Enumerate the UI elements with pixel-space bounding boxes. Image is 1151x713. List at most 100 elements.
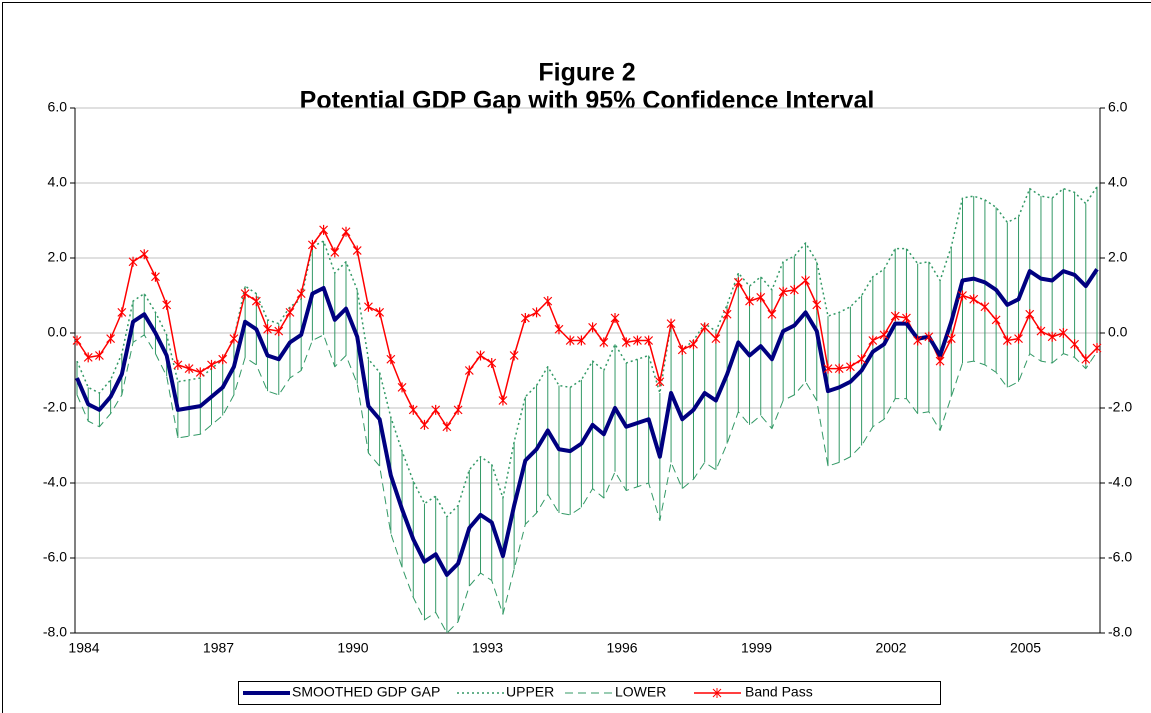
marker [890,311,900,322]
marker [812,299,822,310]
marker [195,367,205,378]
marker [476,350,485,361]
marker [520,313,530,323]
marker [341,226,351,237]
legend-box [238,681,941,705]
marker [207,359,216,370]
marker [94,350,104,361]
legend-label: UPPER [506,684,554,700]
marker [229,333,239,344]
y2-tick-label: 2.0 [1108,249,1128,265]
marker [700,322,710,333]
marker [913,335,923,346]
marker [935,356,945,367]
marker [319,224,329,235]
marker [857,354,867,365]
marker [610,313,620,323]
marker [745,296,754,307]
marker [722,309,732,320]
marker [958,290,967,301]
marker [902,313,911,323]
marker [554,324,564,335]
marker [151,271,160,282]
chart-title: Figure 2 [538,59,635,87]
marker [106,333,116,344]
marker [1070,339,1080,350]
marker [117,307,127,318]
marker [263,324,272,335]
marker [1036,326,1046,337]
marker [330,247,340,258]
x-tick-label: 1990 [337,640,368,656]
marker [487,358,497,368]
marker [397,382,407,393]
marker [251,296,261,307]
marker [621,337,631,348]
marker [296,288,306,299]
y2-tick-label: -6.0 [1108,549,1132,565]
marker [184,363,194,374]
marker [834,363,844,374]
y2-tick-label: -2.0 [1108,399,1132,415]
marker [509,350,519,361]
marker [431,404,441,415]
marker [946,333,956,344]
series-line [76,334,1098,634]
marker [128,256,138,267]
marker [756,292,766,303]
y-tick-label: -2.0 [43,399,67,415]
marker [72,335,82,346]
x-tick-label: 1984 [68,640,99,656]
y2-tick-label: -8.0 [1108,624,1132,640]
marker [240,288,250,299]
marker [352,245,362,256]
legend-label: LOWER [615,684,666,700]
series-line [76,229,1098,428]
marker [498,395,508,406]
marker [711,333,721,344]
marker [162,299,172,310]
y-tick-label: -6.0 [43,549,67,565]
marker [543,296,553,307]
x-tick-label: 1993 [472,640,503,656]
marker [666,318,676,329]
marker [1058,328,1068,338]
x-tick-label: 1996 [606,640,637,656]
y2-tick-label: -4.0 [1108,474,1132,490]
marker [408,404,418,415]
marker [767,309,777,320]
marker [1092,343,1102,353]
x-tick-label: 2005 [1010,640,1041,656]
marker [83,352,93,363]
marker [778,286,788,297]
y2-tick-label: 4.0 [1108,174,1128,190]
legend-label: SMOOTHED GDP GAP [292,684,440,700]
marker [689,339,698,350]
marker [576,335,586,346]
marker [924,331,934,342]
y-tick-label: -8.0 [43,624,67,640]
marker [879,329,889,340]
legend-marker [712,688,722,698]
marker [532,307,541,318]
y2-tick-label: 6.0 [1108,99,1128,115]
marker [733,277,743,288]
marker [173,359,183,370]
y-tick-label: 4.0 [48,174,68,190]
marker [868,335,878,346]
marker [139,249,149,260]
marker [845,361,855,372]
marker [307,239,317,250]
marker [218,354,228,365]
chart-subtitle: Potential GDP Gap with 95% Confidence In… [300,87,875,115]
marker [285,307,295,318]
marker [789,284,799,295]
series-line [75,268,1099,577]
marker [1025,309,1035,320]
marker [644,335,654,346]
marker [599,337,609,348]
marker [442,421,452,432]
marker [274,326,284,337]
